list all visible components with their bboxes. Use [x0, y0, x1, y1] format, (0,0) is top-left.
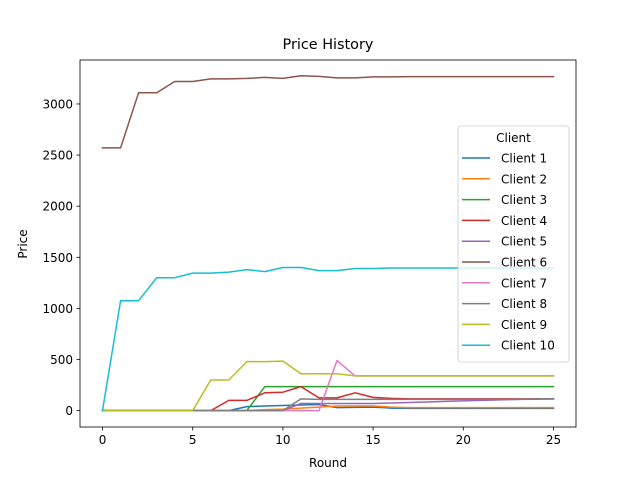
y-tick-label: 2000	[42, 200, 73, 214]
y-tick-label: 1000	[42, 302, 73, 316]
legend-label-client-5: Client 5	[501, 235, 547, 249]
legend: Client Client 1 Client 2 Client 3 Client 4 Cl…	[457, 125, 570, 363]
x-tick-label: 15	[365, 433, 380, 447]
legend-label-client-10: Client 10	[501, 339, 555, 353]
legend-label-client-1: Client 1	[501, 152, 547, 166]
y-tick-label: 500	[50, 353, 73, 367]
y-tick-label: 3000	[42, 97, 73, 111]
axes: 0 5 10 15 20 25 0 500 1000 1500 2000 2500 3000	[42, 59, 577, 447]
y-axis-label: Price	[16, 229, 30, 258]
y-tick-label: 1500	[42, 251, 73, 265]
legend-title: Client	[496, 131, 531, 145]
x-tick-label: 20	[456, 433, 471, 447]
legend-label-client-6: Client 6	[501, 256, 547, 270]
x-tick-label: 5	[189, 433, 197, 447]
chart-title: Price History	[283, 37, 374, 53]
x-tick-label: 25	[546, 433, 561, 447]
y-tick-label: 2500	[42, 149, 73, 163]
x-tick-label: 0	[99, 433, 107, 447]
legend-label-client-9: Client 9	[501, 318, 547, 332]
x-tick-label: 10	[275, 433, 290, 447]
legend-label-client-2: Client 2	[501, 172, 547, 186]
legend-label-client-7: Client 7	[501, 276, 547, 290]
y-tick-label: 0	[65, 404, 73, 418]
series-line-client-6	[101, 75, 555, 149]
legend-label-client-8: Client 8	[501, 297, 547, 311]
legend-label-client-3: Client 3	[501, 193, 547, 207]
plot-frame	[79, 59, 577, 428]
series-line-client-9	[101, 360, 555, 412]
x-axis-label: Round	[309, 456, 347, 470]
legend-label-client-4: Client 4	[501, 214, 547, 228]
